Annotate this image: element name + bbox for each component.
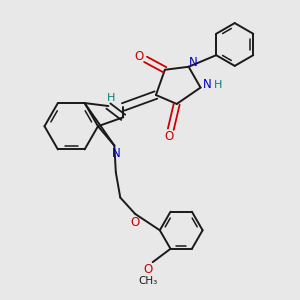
Text: N: N: [203, 78, 212, 91]
Text: N: N: [189, 56, 197, 69]
Text: O: O: [134, 50, 144, 63]
Text: N: N: [111, 147, 120, 161]
Text: H: H: [214, 80, 223, 90]
Text: O: O: [165, 130, 174, 143]
Text: CH₃: CH₃: [139, 277, 158, 286]
Text: O: O: [130, 216, 140, 229]
Text: H: H: [107, 93, 116, 103]
Text: O: O: [144, 263, 153, 276]
